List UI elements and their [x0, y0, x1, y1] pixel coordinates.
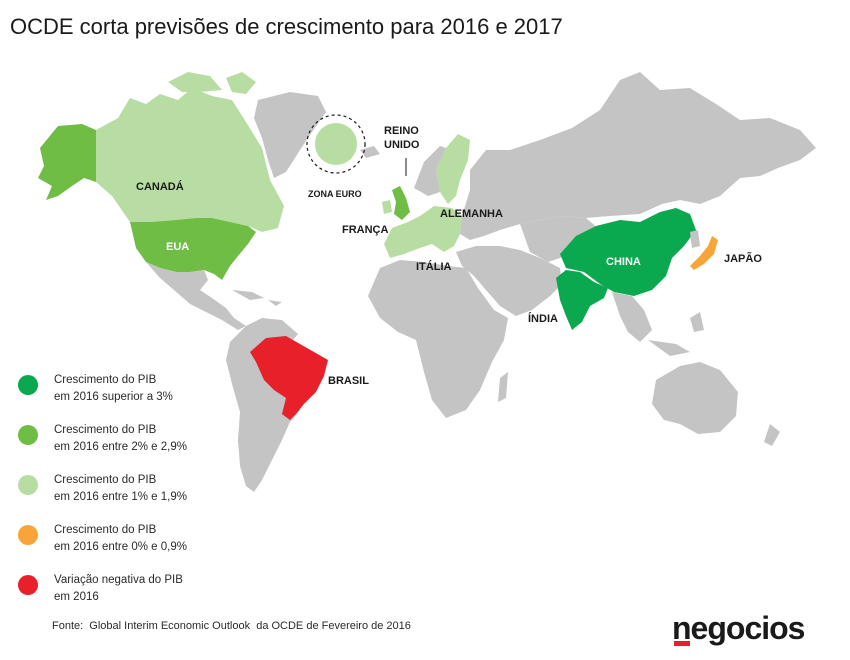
legend-dot: [18, 575, 38, 595]
legend-text: Crescimento do PIB em 2016 entre 1% e 1,9…: [54, 474, 187, 503]
southeast-asia: [612, 292, 704, 356]
new-zealand: [764, 424, 780, 446]
caribbean: [232, 290, 282, 306]
world-map: CANADÁ EUA BRASIL REINO UNIDO ZONA EURO …: [38, 72, 816, 492]
label-brazil: BRASIL: [328, 375, 369, 387]
ireland: [382, 200, 392, 214]
label-india: ÍNDIA: [528, 312, 558, 325]
greenland: [254, 92, 326, 178]
korea: [690, 230, 700, 248]
legend-text: Variação negativa do PIB em 2016: [54, 574, 183, 603]
india: [556, 270, 608, 330]
legend-text: Crescimento do PIB em 2016 entre 2% e 2,9…: [54, 424, 187, 453]
label-uk-line2: UNIDO: [384, 139, 420, 151]
madagascar: [498, 372, 508, 402]
australia: [652, 362, 738, 434]
source-note: Fonte: Global Interim Economic Outlook d…: [52, 620, 411, 632]
iceland: [360, 146, 380, 158]
legend-dot: [18, 525, 38, 545]
africa: [368, 260, 508, 418]
usa: [130, 218, 256, 280]
label-uk-line1: REINO: [384, 125, 419, 137]
legend-dot: [18, 375, 38, 395]
south-america: [226, 318, 300, 492]
norway: [414, 146, 446, 196]
legend-dot: [18, 475, 38, 495]
logo-accent-bar: [674, 641, 690, 646]
japan: [690, 236, 718, 270]
page-title: OCDE corta previsões de crescimento para…: [10, 14, 563, 39]
label-france: FRANÇA: [342, 224, 388, 236]
label-china: CHINA: [606, 256, 641, 268]
euro-zone-dashed-ring: [306, 114, 366, 174]
uk: [392, 186, 410, 220]
alaska: [38, 124, 96, 200]
china: [560, 208, 696, 296]
label-germany: ALEMANHA: [440, 208, 503, 220]
label-canada: CANADÁ: [136, 180, 184, 193]
euro-zone-circle: [315, 123, 357, 165]
scandinavia: [436, 134, 470, 204]
label-usa: EUA: [166, 241, 189, 253]
label-italy: ITÁLIA: [416, 260, 451, 273]
central-asia: [520, 216, 600, 262]
mexico-central-america: [146, 262, 246, 330]
canada-islands: [168, 72, 256, 94]
legend-text: Crescimento do PIB em 2016 superior a 3%: [54, 374, 173, 403]
russia-east-europe: [460, 72, 816, 240]
brazil: [250, 336, 328, 420]
legend-text: Crescimento do PIB em 2016 entre 0% e 0,9…: [54, 524, 187, 553]
legend-dot: [18, 425, 38, 445]
label-euro-zone: ZONA EURO: [308, 189, 362, 199]
label-japan: JAPÃO: [724, 252, 762, 265]
euro-zone-europe: [384, 206, 462, 258]
middle-east: [456, 246, 562, 316]
negocios-logo: negocios: [672, 610, 805, 646]
canada: [96, 88, 284, 232]
